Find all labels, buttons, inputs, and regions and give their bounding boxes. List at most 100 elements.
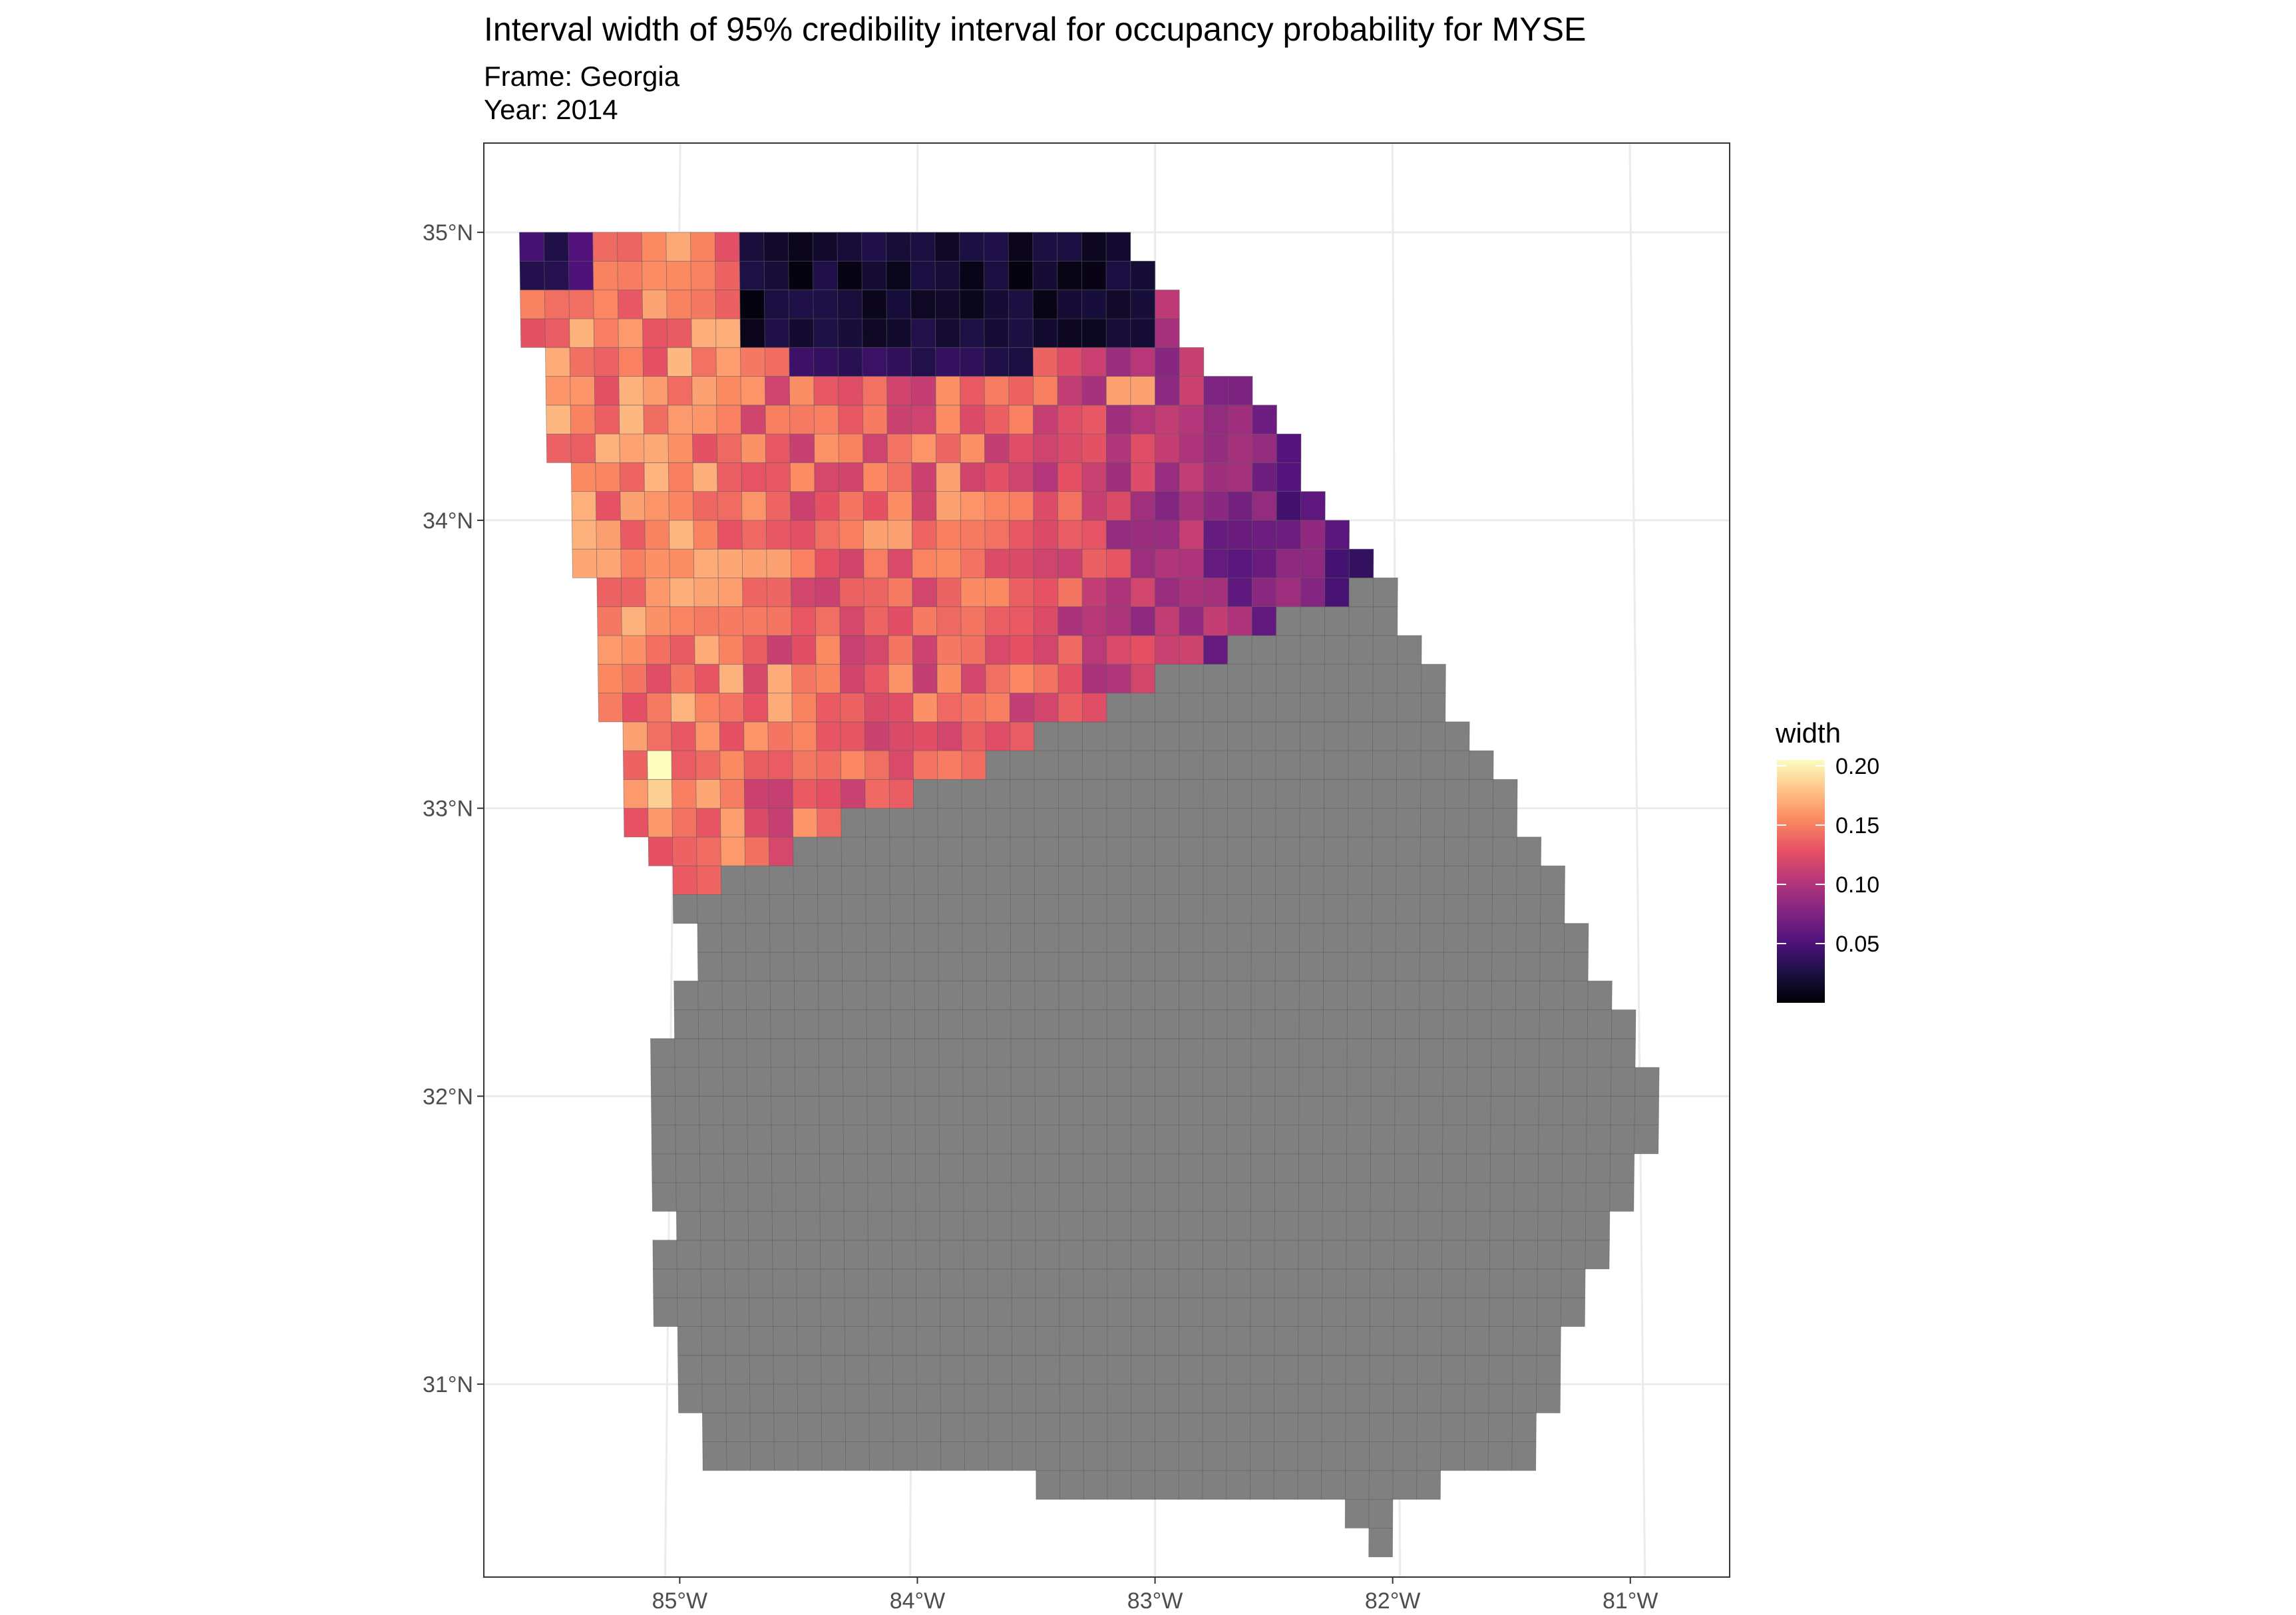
grid-cell [1008,318,1034,348]
grid-cell [890,1067,916,1097]
grid-cell [889,894,915,924]
grid-cell [1155,808,1180,838]
grid-cell [1179,520,1205,550]
grid-cell [672,894,698,924]
grid-cell [1587,980,1613,1010]
grid-cell [1227,952,1252,982]
grid-cell [742,606,768,636]
grid-cell [961,808,987,838]
grid-cell [862,462,888,492]
grid-cell [721,894,746,924]
grid-cell [886,318,912,348]
grid-cell [889,808,914,838]
grid-cell [1226,1268,1251,1298]
grid-cell [797,1355,822,1385]
grid-cell [1057,318,1082,348]
grid-cell [1419,952,1444,982]
grid-cell [773,1326,798,1356]
grid-cell [1032,318,1058,348]
grid-cell [1275,693,1301,723]
grid-cell [715,347,741,377]
grid-cell [765,433,791,463]
grid-cell [693,520,719,550]
grid-cell [1348,548,1374,578]
grid-cell [1346,1067,1372,1097]
grid-cell [1082,808,1107,838]
grid-cell [1131,1211,1155,1241]
grid-cell [618,318,644,348]
grid-cell [1009,693,1035,723]
grid-cell [1155,1038,1180,1068]
grid-cell [1348,663,1374,693]
grid-cell [1273,1470,1298,1500]
grid-cell [837,260,862,291]
grid-cell [739,232,765,262]
grid-cell [1563,1009,1589,1039]
grid-cell [719,721,745,751]
grid-cell [772,1268,797,1298]
grid-cell [1346,1009,1372,1039]
grid-cell [1081,693,1107,723]
grid-cell [544,289,570,319]
grid-cell [1227,894,1252,924]
grid-cell [1420,865,1445,895]
grid-cell [1202,1441,1227,1471]
grid-cell [1465,1211,1491,1241]
grid-cell [1466,1125,1491,1155]
grid-cell [1107,1038,1131,1068]
grid-cell [1081,289,1107,319]
grid-cell [1130,491,1155,521]
grid-cell [962,980,988,1010]
grid-cell [1107,1326,1132,1356]
grid-cell [1300,548,1326,578]
legend-label: 0.15 [1835,813,1879,838]
grid-cell [1057,491,1083,521]
grid-cell [960,462,986,492]
grid-cell [771,1182,797,1212]
grid-cell [1227,578,1252,608]
grid-cell [1058,779,1083,808]
grid-cell [1057,289,1083,319]
grid-cell [916,1383,941,1413]
grid-cell [1011,1326,1036,1356]
grid-cell [741,520,767,550]
grid-cell [815,663,841,693]
grid-cell [1227,1067,1252,1097]
grid-cell [888,693,914,723]
grid-cell [1082,836,1107,866]
grid-cell [985,606,1010,636]
grid-cell [1082,663,1107,693]
grid-cell [815,548,841,578]
grid-cell [768,808,794,838]
grid-cell [719,779,745,808]
grid-cell [841,952,867,982]
grid-cell [984,578,1010,608]
grid-cell [1082,721,1107,751]
grid-cell [1130,520,1155,550]
grid-cell [1419,923,1445,953]
grid-cell [959,318,985,348]
grid-cell [1131,1355,1155,1385]
grid-cell [693,491,718,521]
grid-cell [959,260,985,291]
grid-cell [1179,548,1204,578]
grid-cell [1057,520,1083,550]
grid-cell [1081,260,1107,291]
grid-cell [821,1412,846,1443]
grid-cell [714,232,740,262]
grid-cell [1155,1441,1179,1471]
grid-cell [767,663,793,693]
grid-cell [725,1355,751,1385]
grid-cell [960,548,986,578]
grid-cell [1106,894,1131,924]
grid-cell [1227,1095,1252,1125]
grid-cell [1372,836,1397,866]
grid-cell [1393,1355,1418,1385]
grid-cell [912,750,938,780]
grid-cell [1491,923,1517,953]
grid-cell [1226,1326,1251,1356]
grid-cell [1155,289,1180,319]
grid-cell [1058,865,1083,895]
grid-cell [1344,1470,1370,1500]
grid-cell [1203,693,1229,723]
